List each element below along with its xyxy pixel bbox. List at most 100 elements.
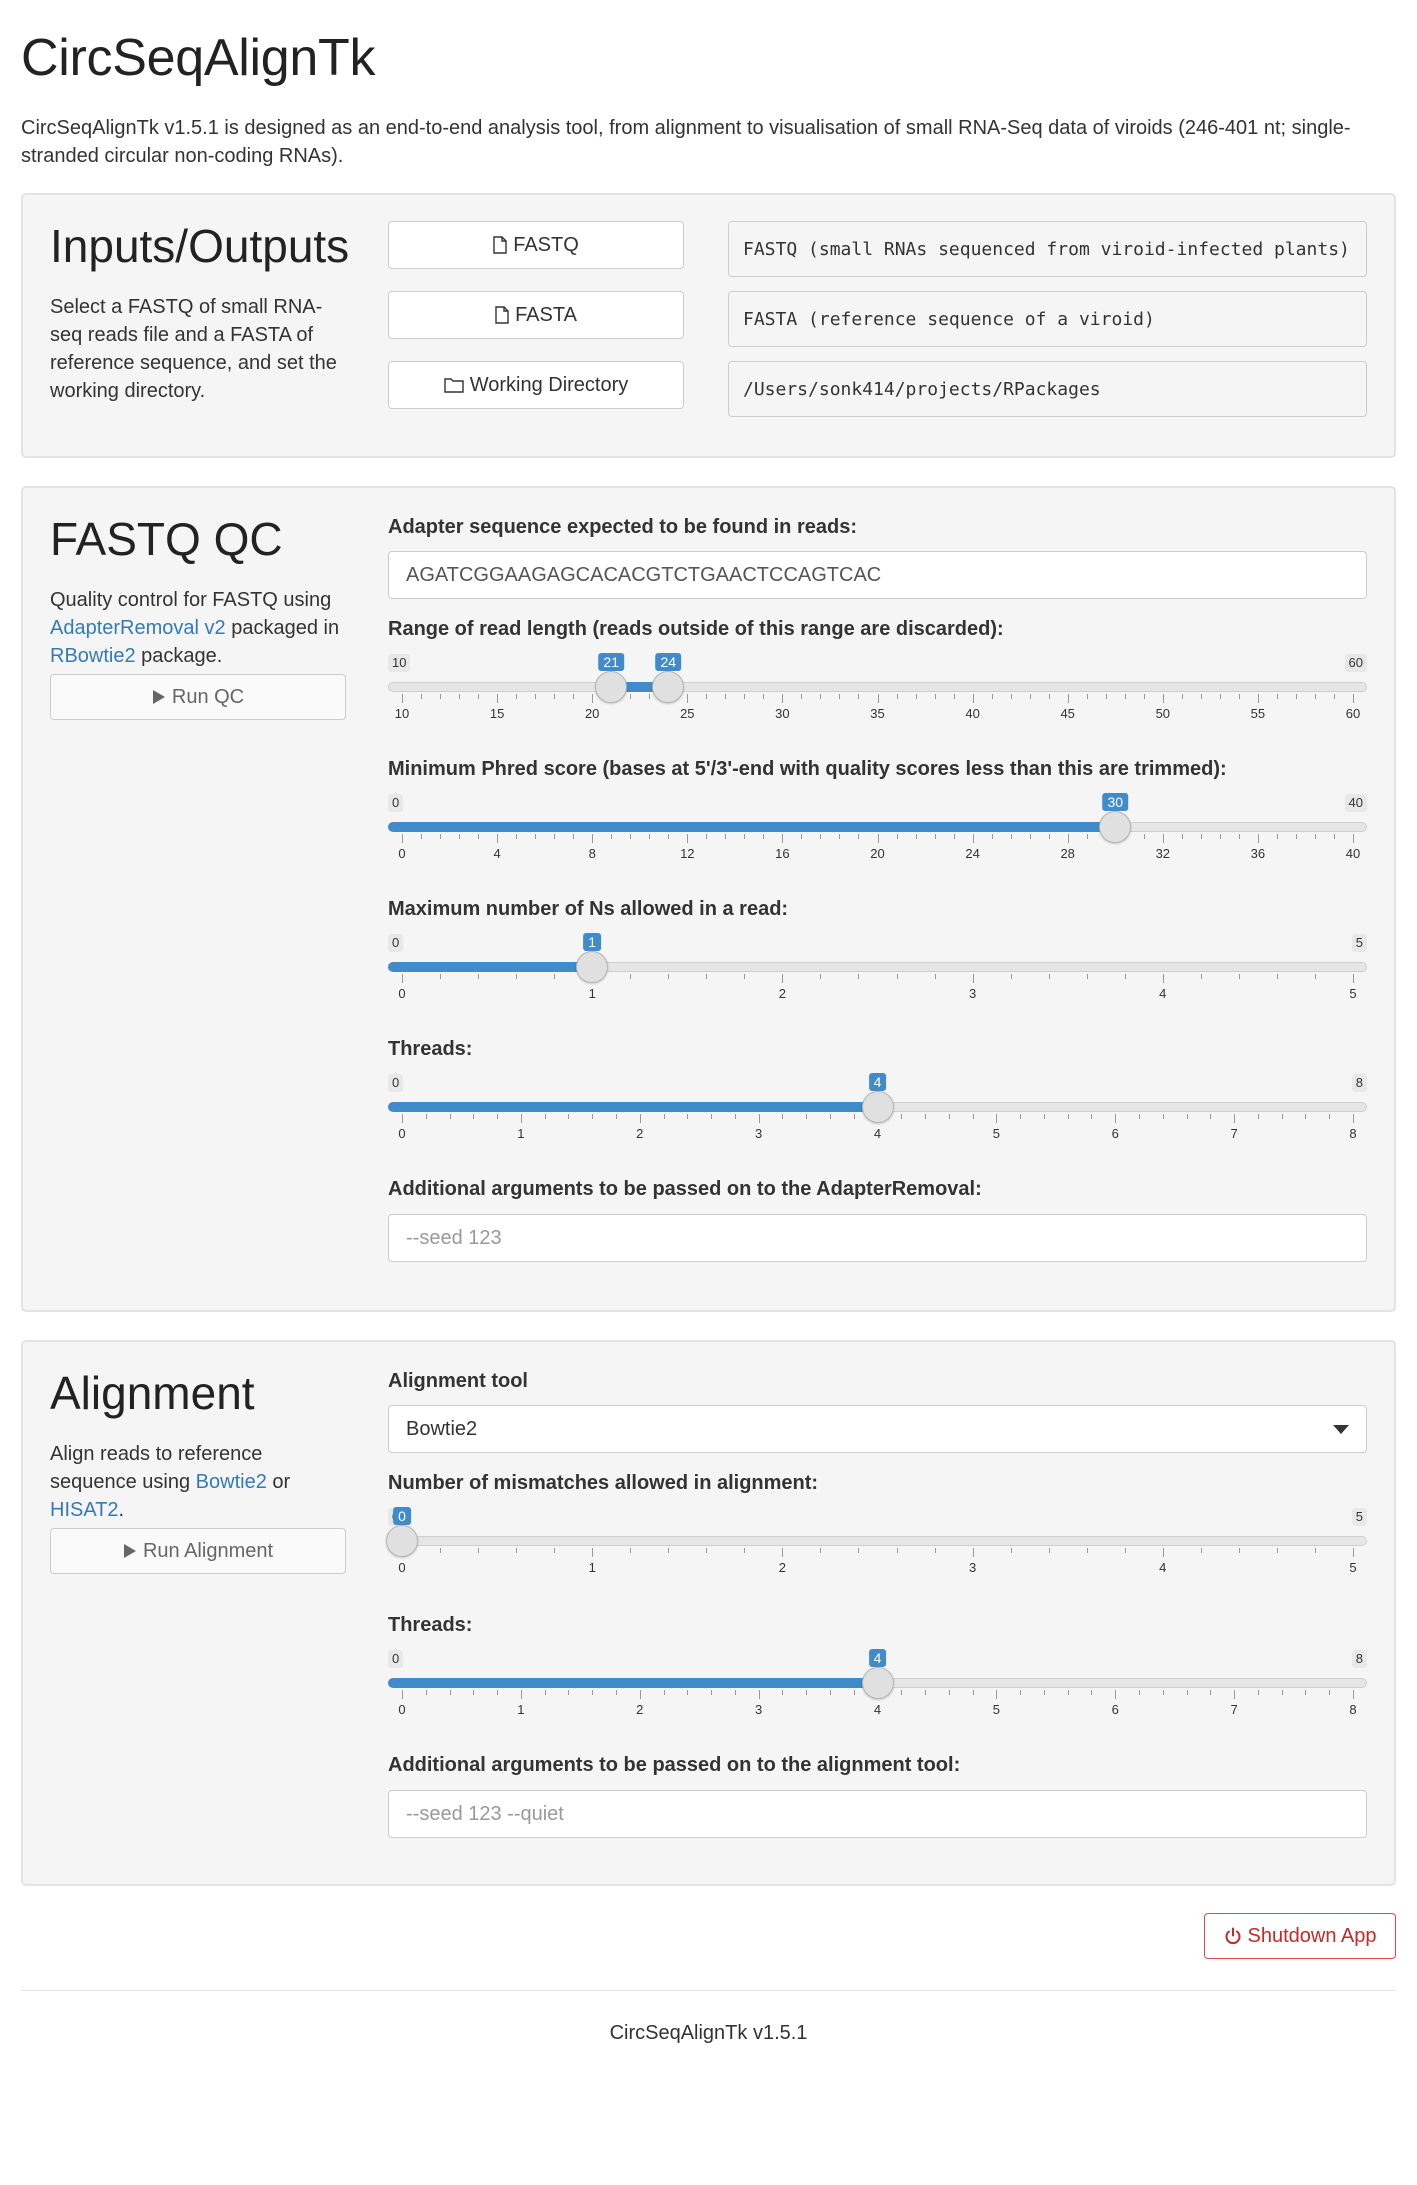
slider-tick — [1353, 1114, 1354, 1123]
slider-tick-label: 24 — [965, 846, 980, 861]
slider-minor-tick — [1105, 694, 1107, 699]
slider-track[interactable] — [388, 682, 1367, 692]
alignment-tool-select[interactable]: Bowtie2 — [388, 1405, 1367, 1453]
slider-minor-tick — [1295, 834, 1297, 839]
slider-tick-label: 3 — [968, 986, 977, 1001]
slider-tick — [402, 974, 403, 983]
alignment-args-input[interactable]: --seed 123 --quiet — [388, 1790, 1367, 1838]
slider-tick — [687, 694, 689, 703]
slider-minor-tick — [1314, 1548, 1316, 1553]
slider-tick-label: 0 — [398, 846, 406, 861]
adapter-sequence-input[interactable]: AGATCGGAAGAGCACACGTCTGAACTCCAGTCAC — [388, 551, 1367, 599]
slider-minor-tick — [1281, 1114, 1283, 1119]
qc-title: FASTQ QC — [50, 513, 283, 565]
qc-panel: FASTQ QC Quality control for FASTQ using… — [21, 486, 1396, 1312]
slider-tick-label: 36 — [1250, 846, 1266, 861]
qc-threads-label: Threads: — [388, 1038, 473, 1060]
fastq-button[interactable]: FASTQ — [388, 221, 684, 269]
slider-minor-tick — [1200, 974, 1202, 979]
slider-handle[interactable] — [576, 951, 609, 983]
run-alignment-button[interactable]: Run Alignment — [50, 1528, 346, 1574]
io-title: Inputs/Outputs — [50, 220, 350, 272]
slider-tick — [1353, 1548, 1354, 1557]
slider-tick-label: 1 — [588, 986, 596, 1001]
working-directory-field[interactable]: /Users/sonk414/projects/RPackages — [728, 361, 1367, 417]
slider-track[interactable] — [388, 1536, 1367, 1546]
slider-tick-label: 60 — [1345, 706, 1361, 721]
slider-minor-tick — [1238, 834, 1240, 839]
qc-args-input[interactable]: --seed 123 — [388, 1214, 1367, 1262]
slider-minor-tick — [1314, 974, 1316, 979]
adapterremoval-link[interactable]: AdapterRemoval v2 — [50, 617, 226, 639]
io-description: Select a FASTQ of small RNA-seq reads fi… — [50, 296, 337, 402]
alignment-desc-pre: Align reads to reference sequence using — [50, 1443, 263, 1493]
slider-ticks: 0 1 2 3 4 5 — [388, 974, 1367, 1014]
slider-minor-tick — [478, 694, 480, 699]
slider-tick-label: 32 — [1155, 846, 1171, 861]
alignment-tool-label: Alignment tool — [388, 1370, 528, 1392]
slider-tick-label: 6 — [1111, 1702, 1119, 1717]
working-directory-button[interactable]: Working Directory — [388, 361, 684, 409]
slider-max-label: 8 — [1351, 1650, 1367, 1668]
slider-minor-tick — [449, 1114, 451, 1119]
slider-tick-label: 16 — [775, 846, 790, 861]
slider-minor-tick — [535, 834, 537, 839]
slider-handle-high[interactable] — [652, 671, 685, 703]
slider-minor-tick — [1124, 694, 1126, 699]
slider-minor-tick — [972, 1114, 974, 1119]
alignment-threads-slider[interactable]: 0 8 0 1 2 3 4 5 6 7 8 4 — [388, 1649, 1367, 1730]
slider-minor-tick — [1305, 1690, 1307, 1695]
slider-minor-tick — [668, 974, 670, 979]
slider-minor-tick — [915, 694, 917, 699]
slider-minor-tick — [734, 1114, 736, 1119]
phred-slider[interactable]: 0 40 0 4 8 12 16 20 24 28 32 36 40 30 — [388, 793, 1367, 874]
bowtie2-link[interactable]: Bowtie2 — [195, 1471, 267, 1493]
slider-minor-tick — [459, 834, 461, 839]
slider-handle[interactable] — [861, 1091, 894, 1123]
slider-handle[interactable] — [1099, 811, 1132, 843]
max-ns-slider[interactable]: 0 5 0 1 2 3 4 5 1 — [388, 933, 1367, 1014]
fastq-path-field[interactable]: FASTQ (small RNAs sequenced from viroid-… — [728, 221, 1367, 277]
run-qc-button[interactable]: Run QC — [50, 674, 346, 720]
slider-tick-label: 4 — [493, 846, 501, 861]
fasta-button-label: FASTA — [515, 303, 577, 326]
fasta-path-field[interactable]: FASTA (reference sequence of a viroid) — [728, 291, 1367, 347]
rbowtie2-link[interactable]: RBowtie2 — [50, 645, 136, 667]
slider-tick — [758, 1114, 760, 1123]
slider-handle-value: 1 — [583, 933, 602, 951]
slider-minor-tick — [544, 1114, 546, 1119]
slider-tick-label: 3 — [755, 1702, 763, 1717]
play-icon — [123, 1543, 137, 1559]
slider-minor-tick — [829, 1114, 831, 1119]
hisat2-link[interactable]: HISAT2 — [50, 1499, 119, 1521]
slider-max-label: 60 — [1344, 654, 1367, 672]
folder-icon — [444, 377, 464, 393]
fasta-button[interactable]: FASTA — [388, 291, 684, 339]
qc-threads-slider[interactable]: 0 8 0 1 2 3 4 5 6 7 8 4 — [388, 1073, 1367, 1154]
shutdown-button[interactable]: Shutdown App — [1204, 1913, 1396, 1959]
slider-minor-tick — [1020, 1114, 1022, 1119]
slider-handle[interactable] — [386, 1525, 418, 1557]
slider-handle-low[interactable] — [595, 671, 628, 703]
slider-handle[interactable] — [861, 1667, 894, 1699]
slider-minor-tick — [630, 1548, 632, 1553]
slider-tick — [1353, 694, 1354, 703]
slider-minor-tick — [473, 1690, 475, 1695]
slider-tick — [758, 1690, 760, 1699]
slider-min-label: 0 — [388, 794, 404, 812]
slider-minor-tick — [901, 1114, 903, 1119]
io-intro: Inputs/Outputs Select a FASTQ of small R… — [50, 219, 350, 405]
slider-tick — [402, 694, 403, 703]
slider-minor-tick — [1162, 1690, 1164, 1695]
slider-tick — [996, 1114, 998, 1123]
slider-tick-label: 25 — [680, 706, 695, 721]
app-page: CircSeqAlignTk CircSeqAlignTk v1.5.1 is … — [0, 0, 1417, 170]
read-length-slider[interactable]: 10 60 10 15 20 25 30 35 40 45 50 55 60 21 24 — [388, 653, 1367, 734]
slider-minor-tick — [1305, 1114, 1307, 1119]
slider-handle-value: 4 — [868, 1073, 887, 1091]
slider-minor-tick — [1139, 1690, 1141, 1695]
alignment-panel: Alignment Align reads to reference seque… — [21, 1340, 1396, 1886]
slider-minor-tick — [1086, 974, 1088, 979]
slider-minor-tick — [535, 694, 537, 699]
mismatch-slider[interactable]: 050123450 — [386, 1507, 1367, 1588]
